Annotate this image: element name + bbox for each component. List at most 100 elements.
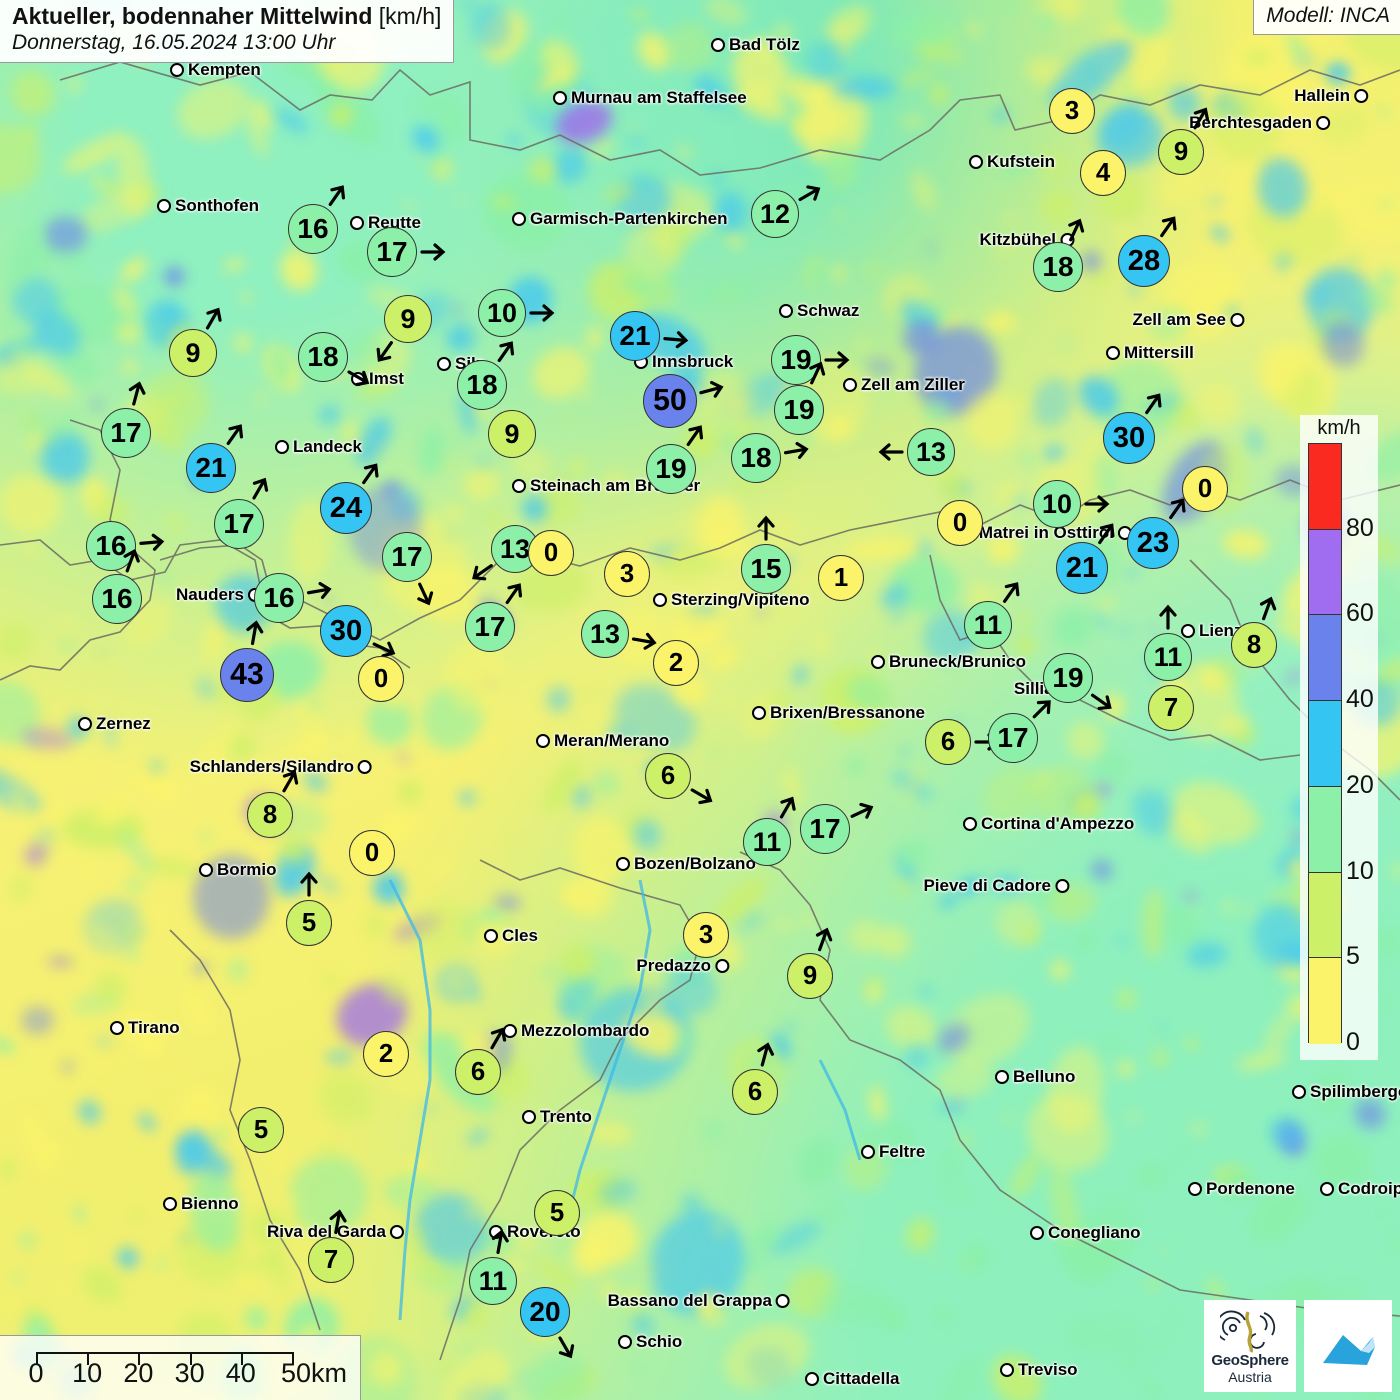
wind-station-marker[interactable]: 7 <box>1148 685 1194 731</box>
wind-station-marker[interactable]: 19 <box>771 335 850 385</box>
wind-station-marker[interactable]: 15 <box>741 515 791 594</box>
wind-station-marker[interactable]: 9 <box>787 927 833 999</box>
wind-station-marker[interactable]: 17 <box>214 477 269 549</box>
wind-station-marker[interactable]: 9 <box>169 307 222 377</box>
wind-station-marker[interactable]: 2 <box>363 1031 409 1077</box>
city-label: Sterzing/Vipiteno <box>671 590 810 609</box>
wind-station-marker[interactable]: 3 <box>1049 88 1095 134</box>
wind-station-marker[interactable]: 9 <box>1158 107 1210 175</box>
page-title: Aktueller, bodennaher Mittelwind [km/h] <box>12 3 441 30</box>
city-label: Lienz <box>1199 621 1243 640</box>
wind-station-marker[interactable]: 16 <box>254 573 332 623</box>
wind-station-marker[interactable]: 13 <box>581 610 657 658</box>
wind-station-marker[interactable]: 0 <box>349 830 395 876</box>
wind-speed-value: 18 <box>457 360 507 410</box>
wind-station-marker[interactable]: 18 <box>457 341 515 410</box>
wind-speed-value: 17 <box>101 408 151 458</box>
wind-station-marker[interactable]: 9 <box>488 410 536 458</box>
wind-station-marker[interactable]: 6 <box>925 719 1000 765</box>
city-dot-icon <box>157 199 171 213</box>
wind-speed-value: 8 <box>1231 622 1277 668</box>
city-marker: Spilimbergo <box>1292 1082 1400 1102</box>
wind-station-marker[interactable]: 21 <box>186 424 244 493</box>
wind-station-marker[interactable]: 5 <box>238 1107 284 1153</box>
city-marker: Bozen/Bolzano <box>616 854 756 874</box>
wind-station-marker[interactable]: 0 <box>937 500 983 546</box>
wind-station-marker[interactable]: 11 <box>1144 604 1192 681</box>
legend-band <box>1309 786 1341 873</box>
city-dot-icon <box>78 717 92 731</box>
wind-station-marker[interactable]: 10 <box>1033 480 1110 528</box>
wind-station-marker[interactable]: 6 <box>732 1042 778 1115</box>
wind-station-marker[interactable]: 1 <box>818 555 864 601</box>
wind-station-marker[interactable]: 30 <box>320 605 396 658</box>
wind-station-marker[interactable]: 19 <box>774 361 826 435</box>
wind-station-marker[interactable]: 8 <box>247 770 299 838</box>
wind-station-marker[interactable]: 21 <box>1056 523 1115 594</box>
wind-station-marker[interactable]: 11 <box>469 1229 517 1305</box>
legend-colorbar <box>1308 443 1342 1044</box>
wind-station-marker[interactable]: 5 <box>286 871 332 946</box>
wind-station-marker[interactable]: 21 <box>610 311 689 361</box>
wind-station-marker[interactable]: 18 <box>1033 218 1085 292</box>
city-label: Spilimbergo <box>1310 1082 1400 1101</box>
mountain-logo <box>1304 1300 1392 1392</box>
wind-station-marker[interactable]: 20 <box>520 1287 575 1359</box>
wind-station-marker[interactable]: 7 <box>308 1209 354 1283</box>
wind-speed-value: 19 <box>771 335 821 385</box>
wind-station-marker[interactable]: 50 <box>643 374 724 428</box>
wind-station-marker[interactable]: 6 <box>645 753 713 805</box>
city-label: Sonthofen <box>175 196 260 215</box>
city-label: Innsbruck <box>652 352 734 371</box>
wind-station-marker[interactable]: 17 <box>101 381 151 458</box>
wind-station-marker[interactable]: 19 <box>1043 653 1112 711</box>
city-label: Berchtesgaden <box>1189 113 1312 132</box>
wind-station-marker[interactable]: 3 <box>683 912 729 958</box>
wind-station-marker[interactable]: 17 <box>465 583 523 652</box>
wind-station-marker[interactable]: 43 <box>220 620 274 702</box>
wind-station-marker[interactable]: 18 <box>731 433 809 483</box>
wind-station-marker[interactable]: 17 <box>367 227 446 277</box>
wind-station-marker[interactable]: 0 <box>358 656 404 702</box>
wind-station-marker[interactable]: 17 <box>382 532 434 606</box>
wind-station-marker[interactable]: 13 <box>878 428 955 476</box>
wind-station-marker[interactable]: 16 <box>92 548 142 624</box>
wind-speed-value: 19 <box>646 444 696 494</box>
wind-station-marker[interactable]: 11 <box>964 582 1020 649</box>
wind-station-marker[interactable]: 30 <box>1103 393 1162 464</box>
wind-station-marker[interactable]: 0 <box>1182 466 1228 512</box>
wind-station-marker[interactable]: 11 <box>743 796 796 866</box>
wind-station-marker[interactable]: 12 <box>751 185 821 238</box>
title-main: Aktueller, bodennaher Mittelwind <box>12 3 373 29</box>
wind-speed-value: 4 <box>1080 150 1126 196</box>
city-label: Cles <box>502 926 538 945</box>
wind-station-marker[interactable]: 2 <box>653 640 699 686</box>
wind-station-marker[interactable]: 9 <box>376 295 432 362</box>
city-label: Matrei in Osttirol <box>978 523 1114 542</box>
wind-station-marker[interactable]: 24 <box>320 463 379 534</box>
wind-station-marker[interactable]: 4 <box>1080 150 1126 196</box>
wind-station-marker[interactable]: 3 <box>604 551 650 597</box>
wind-station-marker[interactable]: 6 <box>455 1027 507 1095</box>
wind-station-marker[interactable]: 16 <box>288 185 346 254</box>
wind-station-marker[interactable]: 16 <box>86 521 165 571</box>
city-marker: Feltre <box>861 1142 925 1162</box>
wind-station-marker[interactable]: 17 <box>988 700 1051 763</box>
city-dot-icon <box>170 63 184 77</box>
wind-station-marker[interactable]: 17 <box>800 802 874 854</box>
wind-station-marker[interactable]: 0 <box>528 530 574 576</box>
wind-station-marker[interactable]: 23 <box>1127 498 1186 569</box>
wind-station-marker[interactable]: 5 <box>534 1190 580 1236</box>
wind-station-marker[interactable]: 8 <box>1231 596 1277 668</box>
wind-speed-value: 10 <box>1033 480 1081 528</box>
city-marker: Meran/Merano <box>536 731 669 751</box>
city-label: Reutte <box>368 213 421 232</box>
wind-station-marker[interactable]: 10 <box>478 289 555 337</box>
city-dot-icon <box>871 655 885 669</box>
city-dot-icon <box>163 1197 177 1211</box>
wind-station-marker[interactable]: 18 <box>298 332 370 387</box>
wind-station-marker[interactable]: 28 <box>1118 216 1177 287</box>
wind-station-marker[interactable]: 19 <box>646 425 704 494</box>
city-marker: Cles <box>484 926 538 946</box>
